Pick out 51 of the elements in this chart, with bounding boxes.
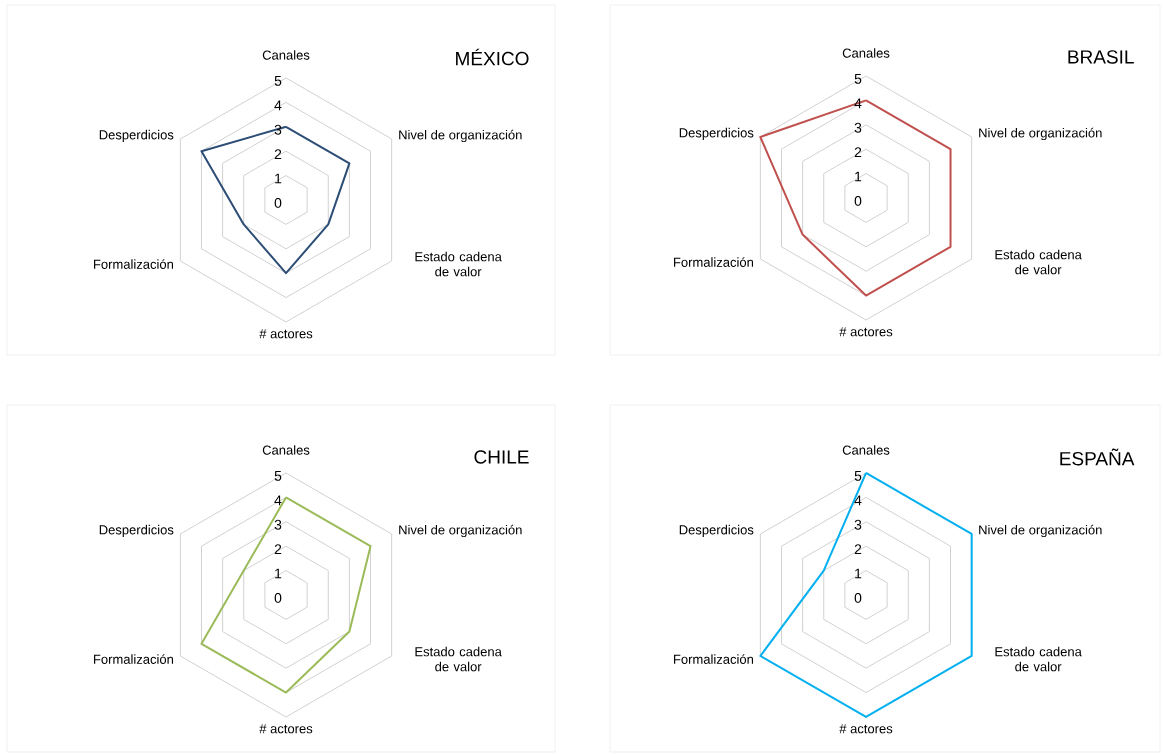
spoke-label: Estado cadena de valor <box>995 646 1082 672</box>
y-tick-label: 5 <box>854 471 862 481</box>
y-tick-label: 2 <box>274 544 282 554</box>
spoke-label: # actores <box>259 329 313 339</box>
y-tick-label: 5 <box>854 74 862 84</box>
y-tick-label: 5 <box>274 471 282 481</box>
y-tick-label: 3 <box>854 122 862 133</box>
y-tick-label: 0 <box>854 195 862 206</box>
spoke-label: Nivel de organización <box>399 524 522 538</box>
spoke-label: Formalización <box>94 654 174 664</box>
spoke-label: Formalización <box>674 654 754 664</box>
y-tick-label: 1 <box>855 171 862 182</box>
y-tick-label: 0 <box>274 197 282 208</box>
y-tick-label: 3 <box>854 519 862 530</box>
spoke-label: # actores <box>839 327 893 337</box>
y-tick-label: 4 <box>274 100 282 111</box>
y-tick-label: 2 <box>854 147 862 157</box>
y-tick-label: 1 <box>275 568 282 579</box>
spoke-label: Nivel de organización <box>399 129 522 143</box>
spoke-label: Formalización <box>674 257 754 267</box>
y-tick-label: 3 <box>274 519 282 530</box>
spoke-label: Nivel de organización <box>979 524 1102 538</box>
spoke-label: # actores <box>259 724 313 734</box>
spoke-label: # actores <box>839 724 893 734</box>
y-tick-label: 2 <box>854 544 862 554</box>
y-tick-label: 0 <box>274 592 282 603</box>
spoke-label: Canales <box>842 445 890 455</box>
y-tick-label: 4 <box>854 98 862 109</box>
y-tick-label: 5 <box>274 76 282 86</box>
spoke-label: Desperdicios <box>99 129 174 142</box>
chart-title: CHILE <box>474 450 529 464</box>
spoke-label: Canales <box>262 50 310 60</box>
spoke-label: Desperdicios <box>679 127 754 140</box>
y-tick-label: 4 <box>854 495 862 506</box>
chart-title: ESPAÑA <box>1060 448 1135 466</box>
spoke-label: Desperdicios <box>679 524 754 537</box>
chart-title: BRASIL <box>1068 50 1134 64</box>
y-tick-label: 1 <box>855 568 862 579</box>
spoke-label: Estado cadena de valor <box>995 249 1082 275</box>
y-tick-label: 1 <box>275 173 282 184</box>
spoke-label: Canales <box>842 48 890 58</box>
spoke-label: Nivel de organización <box>979 127 1102 141</box>
chart-title: MÉXICO <box>456 48 529 66</box>
spoke-label: Canales <box>262 445 310 455</box>
y-tick-label: 4 <box>274 495 282 506</box>
spoke-label: Estado cadena de valor <box>415 251 502 277</box>
spoke-label: Desperdicios <box>99 524 174 537</box>
spoke-label: Estado cadena de valor <box>415 646 502 672</box>
y-tick-label: 0 <box>854 592 862 603</box>
y-tick-label: 2 <box>274 149 282 159</box>
spoke-label: Formalización <box>94 259 174 269</box>
